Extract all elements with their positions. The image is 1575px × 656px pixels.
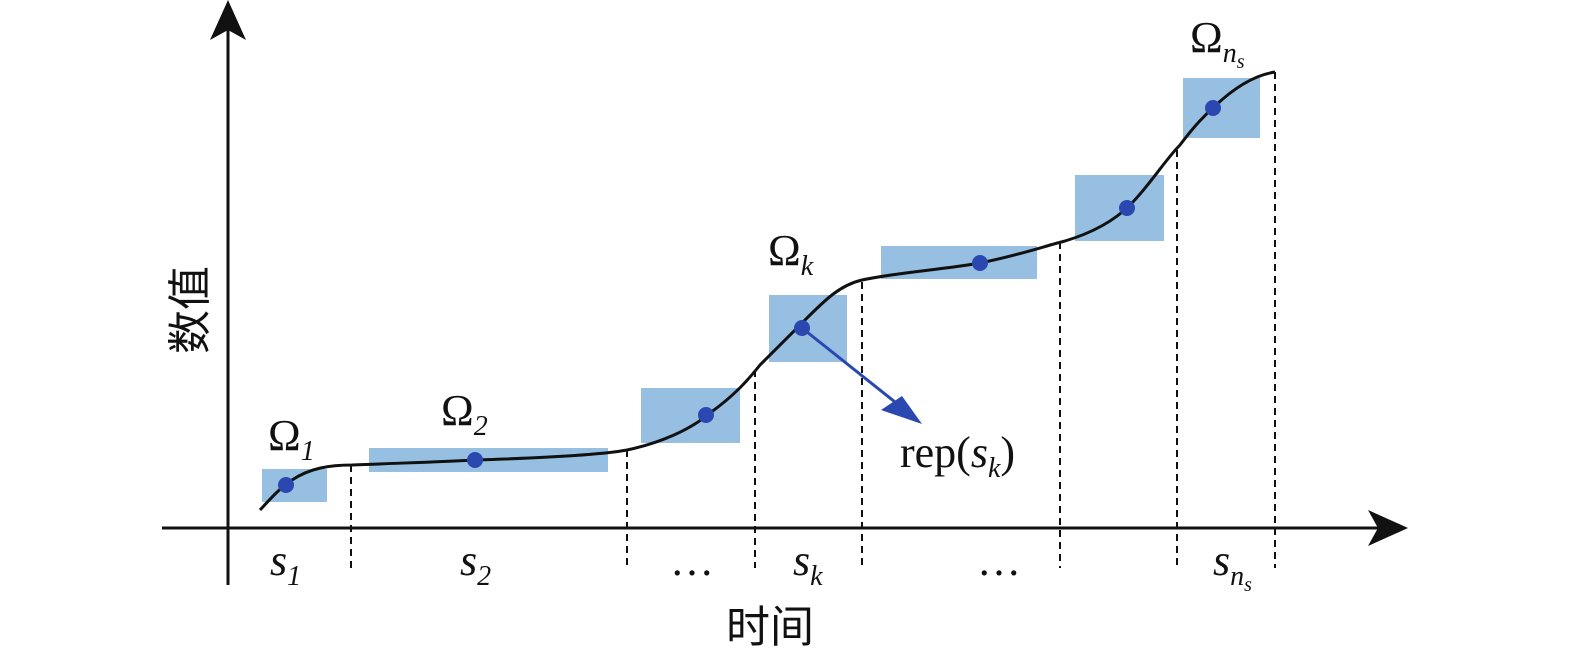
math-label: sk bbox=[793, 536, 823, 592]
subscript: 1 bbox=[301, 436, 315, 467]
y-axis-label: 数值 bbox=[165, 266, 216, 354]
prefix: rep( bbox=[900, 428, 971, 477]
curve bbox=[258, 70, 1276, 512]
subsubscript: s bbox=[1237, 51, 1245, 73]
math-label: s2 bbox=[460, 536, 491, 592]
subscript: 1 bbox=[287, 561, 301, 592]
math-label: Ωns bbox=[1190, 13, 1245, 73]
ellipsis: … bbox=[977, 536, 1021, 585]
math-label: Ωk bbox=[768, 226, 814, 282]
dashed-lines bbox=[350, 72, 1276, 568]
math-label: Ω2 bbox=[441, 386, 488, 442]
math-label: s1 bbox=[270, 536, 301, 592]
y-arrow bbox=[210, 0, 246, 40]
rep-point bbox=[467, 452, 483, 468]
symbol: Ω bbox=[1190, 13, 1223, 62]
region-box bbox=[641, 388, 740, 443]
subscript: 2 bbox=[474, 411, 488, 442]
ellipsis: … bbox=[670, 536, 714, 585]
subscript: n bbox=[1223, 38, 1237, 69]
symbol: Ω bbox=[441, 386, 474, 435]
suffix: ) bbox=[1000, 428, 1015, 477]
subscript: k bbox=[988, 453, 1001, 484]
rep-point bbox=[278, 477, 294, 493]
subscript: 2 bbox=[477, 561, 491, 592]
math-label: … bbox=[977, 536, 1021, 585]
math-label: sns bbox=[1213, 536, 1252, 596]
x-axis-label: 时间 bbox=[726, 602, 814, 653]
math-label: … bbox=[670, 536, 714, 585]
math-label: rep(sk) bbox=[900, 428, 1015, 484]
subscript: n bbox=[1230, 561, 1244, 592]
symbol: s bbox=[1213, 536, 1230, 585]
rep-point bbox=[698, 407, 714, 423]
rep-point bbox=[972, 255, 988, 271]
rep-point bbox=[1205, 100, 1221, 116]
x-arrow bbox=[1368, 510, 1408, 546]
rep-arrow-line bbox=[801, 326, 896, 404]
subscript: k bbox=[801, 251, 814, 282]
symbol: s bbox=[460, 536, 477, 585]
dots bbox=[278, 100, 1221, 493]
symbol: s bbox=[793, 536, 810, 585]
boxes bbox=[262, 78, 1260, 502]
region-box bbox=[1183, 78, 1260, 138]
subscript: k bbox=[810, 561, 823, 592]
symbol: s bbox=[270, 536, 287, 585]
rep-point bbox=[1119, 200, 1135, 216]
rep-arrow-head bbox=[881, 396, 922, 424]
symbol: Ω bbox=[268, 411, 301, 460]
math-label: Ω1 bbox=[268, 411, 315, 467]
subsubscript: s bbox=[1244, 574, 1252, 596]
symbol: s bbox=[971, 428, 988, 477]
symbol: Ω bbox=[768, 226, 801, 275]
